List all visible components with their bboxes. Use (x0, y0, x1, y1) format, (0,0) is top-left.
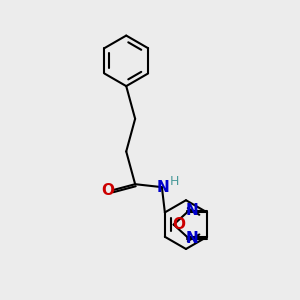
Text: N: N (186, 231, 198, 246)
Text: H: H (170, 175, 179, 188)
Text: O: O (172, 217, 185, 232)
Text: N: N (186, 203, 198, 218)
Text: N: N (157, 180, 170, 195)
Text: O: O (101, 183, 114, 198)
